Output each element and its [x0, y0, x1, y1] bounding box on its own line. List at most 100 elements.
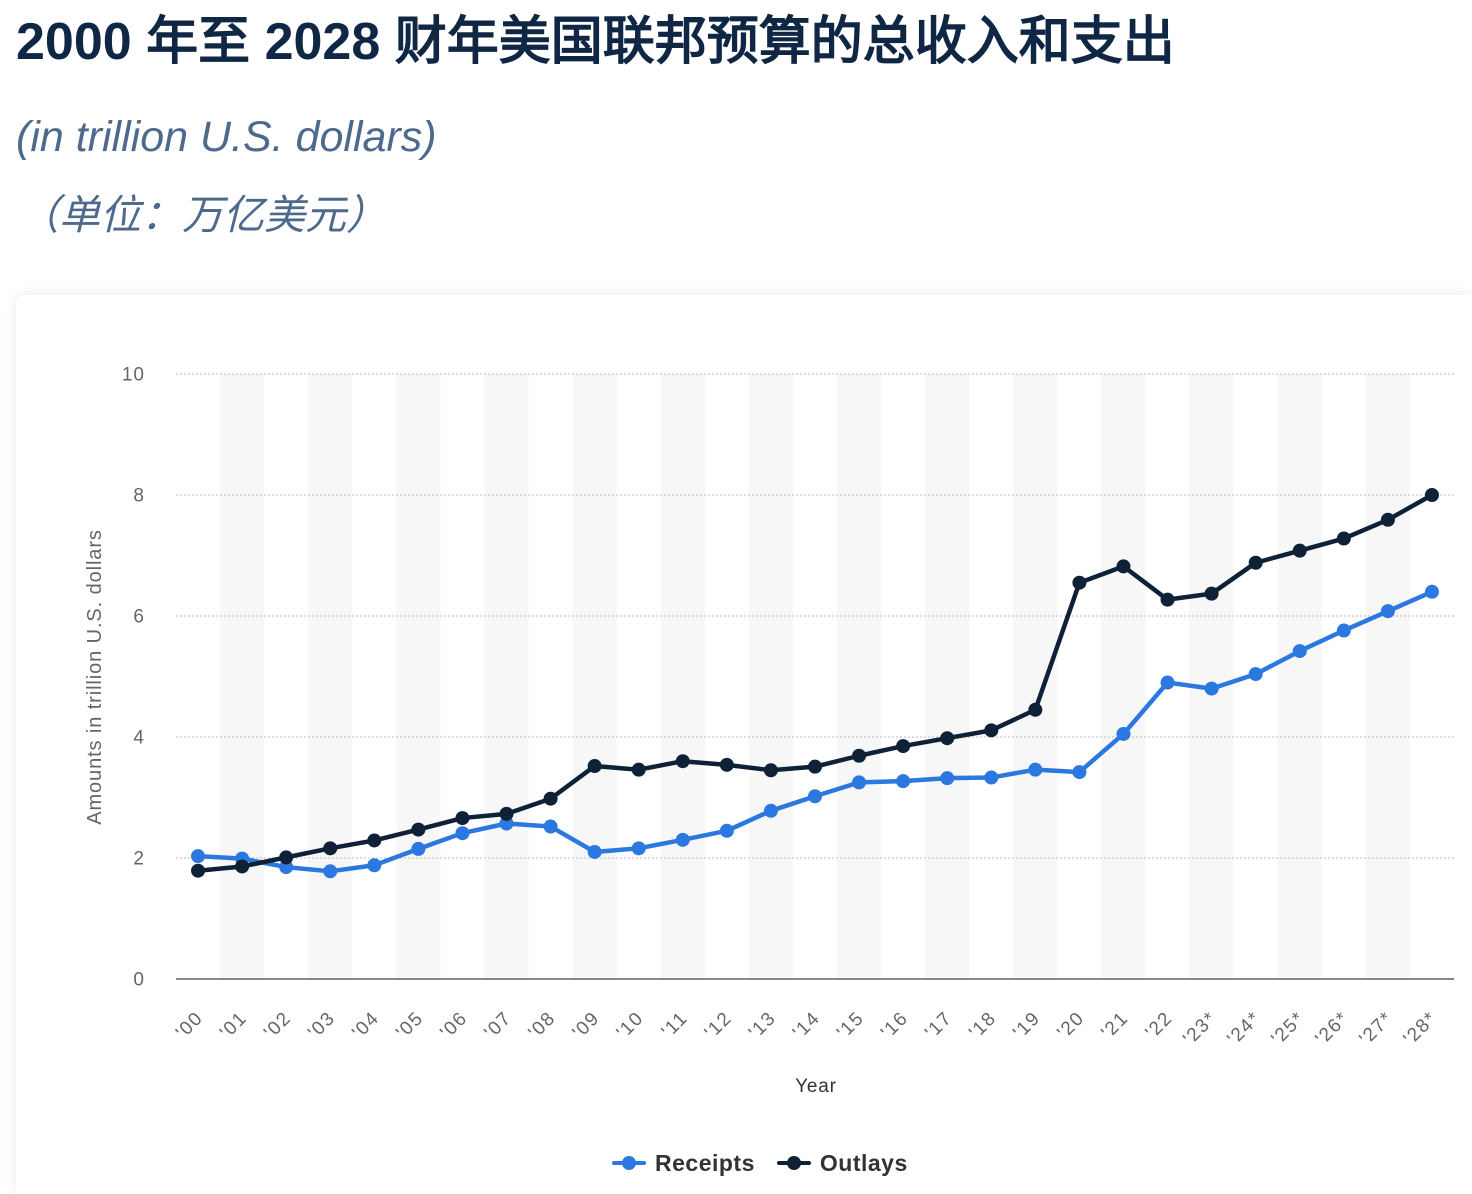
y-axis-title: Amounts in trillion U.S. dollars — [84, 529, 106, 825]
outlays-point — [411, 822, 426, 837]
y-tick-label: 6 — [133, 607, 145, 628]
x-tick-label: '09 — [569, 1008, 605, 1044]
legend-label-outlays: Outlays — [819, 1149, 908, 1176]
outlays-point — [1380, 512, 1395, 527]
outlays-point — [719, 757, 734, 772]
outlays-point — [1028, 702, 1043, 717]
y-tick-label: 0 — [133, 970, 145, 991]
outlays-point — [1072, 575, 1087, 590]
category-band — [1365, 374, 1410, 979]
x-tick-label: '06 — [436, 1008, 472, 1044]
receipts-point — [191, 849, 206, 864]
x-tick-label: '24* — [1223, 1008, 1265, 1050]
category-band — [220, 374, 265, 979]
x-tick-label: '12 — [701, 1008, 737, 1044]
category-band — [837, 374, 882, 979]
outlays-point — [1116, 559, 1131, 574]
outlays-point — [367, 833, 382, 848]
series-layer — [191, 488, 1439, 879]
legend: Receipts Outlays — [612, 1146, 908, 1180]
x-tick-label: '08 — [525, 1008, 561, 1044]
outlays-point — [940, 731, 955, 746]
x-tick-label: '22 — [1142, 1008, 1178, 1044]
category-band — [1101, 374, 1146, 979]
category-band — [748, 374, 793, 979]
receipts-point — [1248, 667, 1263, 682]
chart-title: 2000 年至 2028 财年美国联邦预算的总收入和支出 — [16, 13, 1175, 71]
outlays-point — [191, 863, 206, 878]
outlays-point — [455, 811, 470, 826]
x-tick-label: '25* — [1267, 1008, 1309, 1050]
outlays-point — [984, 723, 999, 738]
category-band — [660, 374, 705, 979]
receipts-point — [367, 858, 382, 873]
x-tick-label: '05 — [392, 1008, 428, 1044]
outlays-line — [195, 492, 1435, 873]
legend-item-outlays[interactable]: Outlays — [776, 1149, 908, 1177]
outlays-point — [1336, 531, 1351, 546]
receipts-point — [896, 774, 911, 789]
receipts-point — [940, 771, 955, 786]
receipts-line — [195, 589, 1435, 874]
outlays-point — [1248, 555, 1263, 570]
outlays-point — [323, 841, 338, 856]
receipts-point — [1292, 644, 1307, 659]
x-tick-label: '15 — [833, 1008, 869, 1044]
y-tick-label: 10 — [122, 365, 145, 386]
series-receipts — [191, 584, 1439, 879]
receipts-point — [675, 832, 690, 847]
y-tick-label: 2 — [133, 849, 145, 870]
category-band — [1013, 374, 1058, 979]
receipts-point — [1380, 604, 1395, 619]
category-band — [572, 374, 617, 979]
receipts-point — [852, 775, 867, 790]
x-tick-label: '00 — [172, 1008, 208, 1044]
outlays-point — [675, 754, 690, 769]
receipts-point — [1072, 765, 1087, 780]
legend-label-receipts: Receipts — [655, 1149, 755, 1176]
series-outlays — [191, 488, 1439, 878]
legend-item-receipts[interactable]: Receipts — [612, 1150, 755, 1177]
legend-line-marker-icon — [612, 1156, 646, 1170]
receipts-point — [1160, 675, 1175, 690]
outlays-point — [631, 762, 646, 777]
outlays-point — [279, 850, 294, 865]
outlays-point — [235, 859, 250, 874]
x-tick-label: '28* — [1400, 1008, 1442, 1050]
outlays-point — [808, 759, 822, 774]
outlays-point — [852, 748, 867, 763]
receipts-point — [411, 841, 426, 856]
receipts-point — [719, 823, 734, 838]
receipts-point — [631, 841, 646, 856]
category-band — [1189, 374, 1234, 979]
receipts-point — [1424, 584, 1439, 599]
receipts-point — [808, 789, 822, 804]
x-tick-label: '16 — [877, 1008, 913, 1044]
receipts-point — [1116, 726, 1131, 741]
x-tick-label: '18 — [965, 1008, 1001, 1044]
x-tick-label: '26* — [1312, 1008, 1354, 1050]
receipts-point — [543, 819, 558, 834]
x-tick-label: '19 — [1009, 1008, 1045, 1044]
x-tick-label: '10 — [613, 1008, 649, 1044]
x-tick-label: '07 — [481, 1008, 517, 1044]
outlays-point — [1292, 543, 1307, 558]
receipts-point — [499, 816, 514, 831]
category-bands — [220, 374, 1410, 979]
receipts-point — [279, 860, 294, 875]
x-tick-label: '11 — [658, 1008, 693, 1043]
receipts-point — [1204, 681, 1219, 696]
x-tick-label: '20 — [1053, 1008, 1089, 1044]
y-tick-label: 4 — [133, 728, 145, 749]
x-tick-label: '04 — [348, 1008, 384, 1044]
x-tick-label: '03 — [304, 1008, 340, 1044]
x-tick-labels: '00'01'02'03'04'05'06'07'08'09'10'11'12 '… — [172, 1008, 1441, 1050]
y-gridlines — [176, 373, 1454, 859]
receipts-point — [1028, 762, 1043, 777]
chart-subtitle: (in trillion U.S. dollars) — [16, 113, 437, 161]
category-band — [1277, 374, 1322, 979]
receipts-point — [763, 803, 778, 818]
category-band — [396, 374, 441, 979]
x-tick-label: '23* — [1179, 1008, 1221, 1050]
outlays-point — [763, 763, 778, 778]
